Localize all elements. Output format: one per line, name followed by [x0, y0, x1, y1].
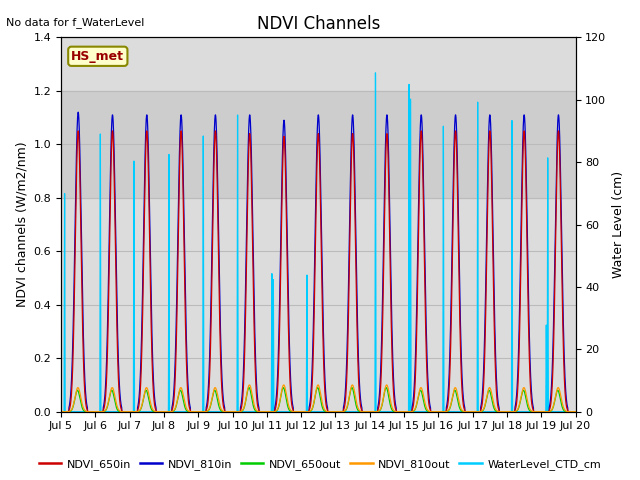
Y-axis label: NDVI channels (W/m2/nm): NDVI channels (W/m2/nm)	[15, 142, 28, 307]
Title: NDVI Channels: NDVI Channels	[257, 15, 380, 33]
Text: HS_met: HS_met	[71, 50, 124, 63]
Y-axis label: Water Level (cm): Water Level (cm)	[612, 171, 625, 278]
Text: No data for f_WaterLevel: No data for f_WaterLevel	[6, 17, 145, 28]
Bar	[61, 91, 575, 198]
Legend: NDVI_650in, NDVI_810in, NDVI_650out, NDVI_810out, WaterLevel_CTD_cm: NDVI_650in, NDVI_810in, NDVI_650out, NDV…	[35, 455, 605, 474]
